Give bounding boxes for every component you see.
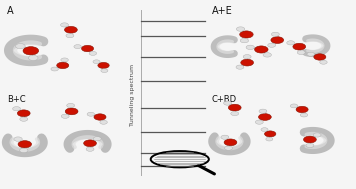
Circle shape [259, 109, 267, 113]
Circle shape [61, 23, 68, 27]
Circle shape [28, 55, 38, 60]
Circle shape [14, 137, 22, 141]
Circle shape [17, 110, 30, 117]
Circle shape [224, 139, 237, 146]
Circle shape [300, 113, 308, 117]
Circle shape [82, 45, 94, 52]
Circle shape [225, 146, 232, 150]
Circle shape [320, 60, 327, 64]
Text: A+E: A+E [212, 6, 232, 16]
Circle shape [255, 120, 263, 124]
Circle shape [297, 50, 305, 55]
Circle shape [241, 59, 253, 66]
Circle shape [268, 43, 276, 47]
Circle shape [296, 106, 308, 113]
Text: C+BD: C+BD [212, 94, 237, 104]
Circle shape [314, 54, 326, 60]
Circle shape [293, 43, 306, 50]
Circle shape [271, 32, 279, 36]
Circle shape [84, 140, 96, 147]
Circle shape [236, 65, 244, 69]
Circle shape [61, 58, 68, 62]
Text: A: A [7, 6, 14, 16]
Circle shape [246, 45, 255, 50]
Circle shape [243, 55, 251, 59]
Circle shape [313, 133, 321, 137]
Circle shape [66, 34, 74, 38]
Circle shape [101, 69, 108, 73]
Circle shape [263, 53, 271, 57]
Circle shape [240, 31, 253, 38]
Text: B+C: B+C [7, 94, 26, 104]
Circle shape [61, 114, 69, 118]
Circle shape [87, 112, 95, 116]
Circle shape [258, 114, 271, 120]
Circle shape [306, 143, 314, 148]
Circle shape [304, 136, 316, 143]
Circle shape [261, 128, 268, 132]
Circle shape [20, 148, 28, 153]
Circle shape [290, 104, 298, 108]
Circle shape [266, 137, 273, 141]
Circle shape [65, 108, 78, 115]
Circle shape [16, 44, 25, 49]
Circle shape [86, 147, 94, 151]
Circle shape [74, 45, 82, 49]
Circle shape [221, 135, 229, 139]
Circle shape [23, 47, 39, 55]
Circle shape [287, 41, 295, 45]
Circle shape [228, 104, 241, 111]
Circle shape [12, 107, 21, 111]
Circle shape [67, 103, 75, 108]
Circle shape [271, 37, 284, 43]
Circle shape [255, 46, 268, 53]
Circle shape [240, 38, 248, 43]
Text: Tunneling spectrum: Tunneling spectrum [130, 64, 135, 125]
Circle shape [89, 51, 96, 55]
Circle shape [51, 67, 58, 71]
Circle shape [93, 60, 100, 64]
Circle shape [100, 120, 107, 124]
Circle shape [307, 52, 314, 56]
Circle shape [236, 27, 245, 31]
Circle shape [94, 114, 106, 120]
Circle shape [231, 112, 239, 116]
Circle shape [98, 62, 109, 68]
Circle shape [18, 141, 32, 148]
Circle shape [64, 26, 77, 33]
Circle shape [93, 137, 101, 141]
Circle shape [265, 131, 276, 137]
Circle shape [20, 117, 28, 121]
Circle shape [224, 101, 231, 105]
Circle shape [57, 62, 69, 69]
